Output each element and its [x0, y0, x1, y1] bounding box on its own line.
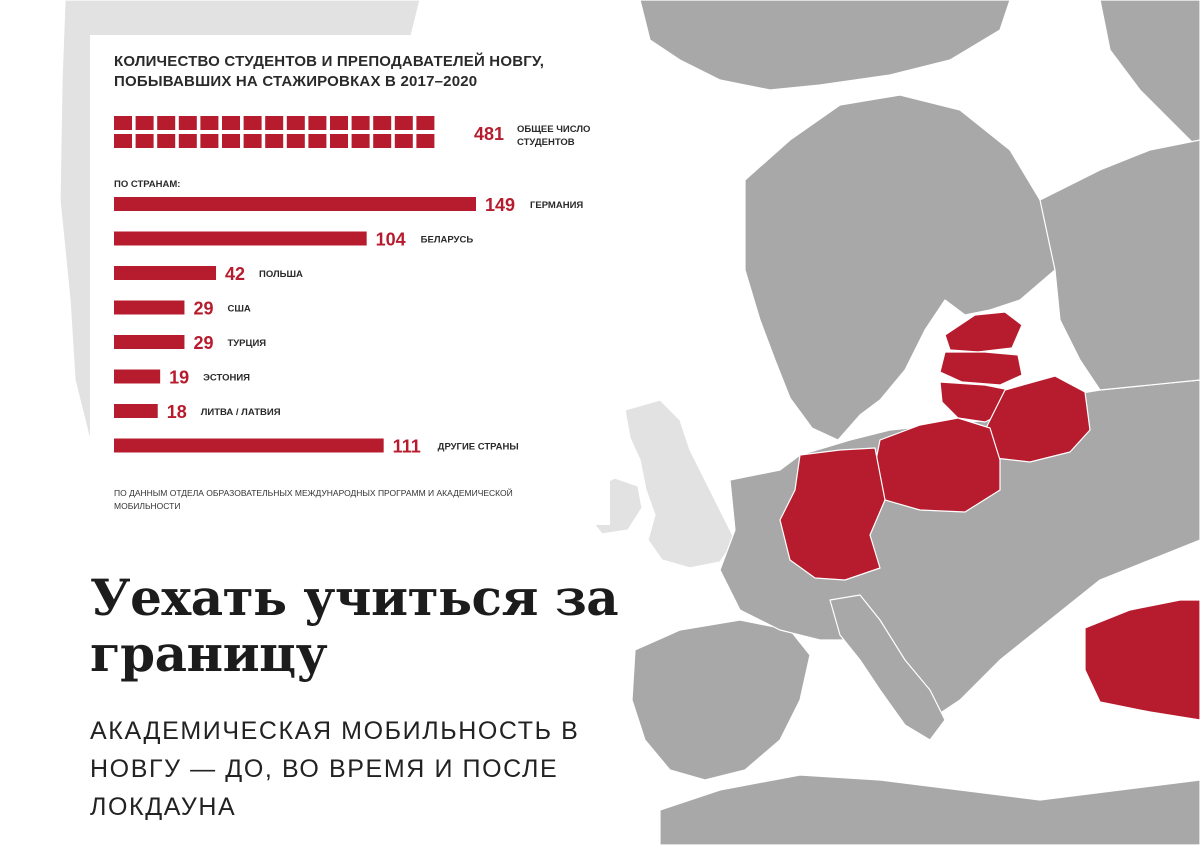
total-block — [157, 116, 176, 130]
total-block — [394, 116, 413, 130]
total-block — [286, 134, 305, 148]
bar-category-label: ПОЛЬША — [259, 269, 303, 280]
bar-category-label: ГЕРМАНИЯ — [530, 200, 583, 211]
italy-land — [829, 594, 946, 741]
bar-7 — [114, 404, 158, 418]
total-block — [351, 134, 370, 148]
bar-value-label: 111 — [393, 437, 421, 457]
iberia-land — [631, 619, 811, 781]
bar-5 — [114, 335, 185, 349]
bar-1 — [114, 197, 476, 211]
total-block — [330, 134, 348, 148]
russia-land — [1039, 139, 1200, 391]
source-note: ПО ДАННЫМ ОТДЕЛА ОБРАЗОВАТЕЛЬНЫХ МЕЖДУНА… — [114, 488, 513, 511]
bar-value-label: 42 — [225, 264, 245, 284]
bar-value-label: 19 — [169, 368, 189, 388]
scandinavia-land — [744, 94, 1061, 441]
latvia-region — [939, 351, 1023, 386]
bar-value-label: 104 — [376, 230, 406, 250]
by-country-label: ПО СТРАНАМ: — [114, 179, 180, 190]
country-bars: 149 ГЕРМАНИЯ 104 БЕЛАРУСЬ 42 ПОЛЬША 29 США 29 ТУР… — [114, 195, 583, 457]
total-block — [265, 134, 284, 148]
bar-value-label: 18 — [167, 402, 187, 422]
total-block — [416, 116, 435, 130]
bar-category-label: США — [227, 304, 250, 315]
total-block — [200, 134, 219, 148]
total-caption-line-1: ОБЩЕЕ ЧИСЛО — [517, 124, 590, 135]
total-block — [373, 116, 392, 130]
bar-6 — [114, 369, 161, 384]
total-block — [416, 134, 435, 148]
bar-category-label: БЕЛАРУСЬ — [421, 235, 474, 246]
bar-8 — [114, 438, 384, 453]
estonia-region — [944, 311, 1023, 353]
article-headline: Уехать учиться за границу — [90, 568, 619, 683]
total-block — [135, 134, 154, 148]
total-block — [178, 134, 197, 148]
total-block — [135, 116, 154, 130]
total-block — [308, 116, 327, 130]
bar-category-label: ТУРЦИЯ — [227, 338, 266, 349]
arctic-east-land — [1099, 0, 1200, 151]
bar-2 — [114, 231, 367, 246]
total-block — [243, 116, 262, 130]
total-block — [178, 116, 197, 130]
total-block — [222, 116, 240, 130]
chart-title: КОЛИЧЕСТВО СТУДЕНТОВ И ПРЕПОДАВАТЕЛЕЙ НО… — [114, 53, 545, 90]
arctic-islands-land — [639, 0, 1011, 91]
bar-category-label: ДРУГИЕ СТРАНЫ — [438, 442, 519, 453]
total-block — [114, 134, 132, 148]
total-block — [308, 134, 327, 148]
total-block — [200, 116, 219, 130]
total-block — [373, 134, 392, 148]
north-africa-land — [659, 774, 1200, 845]
total-block — [394, 134, 413, 148]
total-students-grid — [114, 116, 435, 148]
bar-4 — [114, 300, 185, 315]
bar-category-label: ЭСТОНИЯ — [203, 373, 250, 384]
total-block — [243, 134, 262, 148]
total-value-label: 481 — [474, 124, 504, 144]
bar-value-label: 29 — [193, 299, 213, 319]
total-block — [351, 116, 370, 130]
total-block — [157, 134, 176, 148]
total-block — [286, 116, 305, 130]
total-block — [114, 116, 132, 130]
bar-value-label: 29 — [193, 333, 213, 353]
germany-region — [779, 447, 886, 581]
great-britain-land — [624, 399, 736, 569]
total-block — [330, 116, 348, 130]
bar-category-label: ЛИТВА / ЛАТВИЯ — [201, 407, 281, 418]
bar-3 — [114, 266, 217, 280]
total-block — [265, 116, 284, 130]
bar-value-label: 149 — [485, 195, 515, 215]
total-caption-line-2: СТУДЕНТОВ — [517, 137, 575, 148]
total-block — [222, 134, 240, 148]
article-subheadline: АКАДЕМИЧЕСКАЯ МОБИЛЬНОСТЬ В НОВГУ — ДО, … — [90, 717, 580, 821]
turkey-region — [1084, 599, 1200, 721]
